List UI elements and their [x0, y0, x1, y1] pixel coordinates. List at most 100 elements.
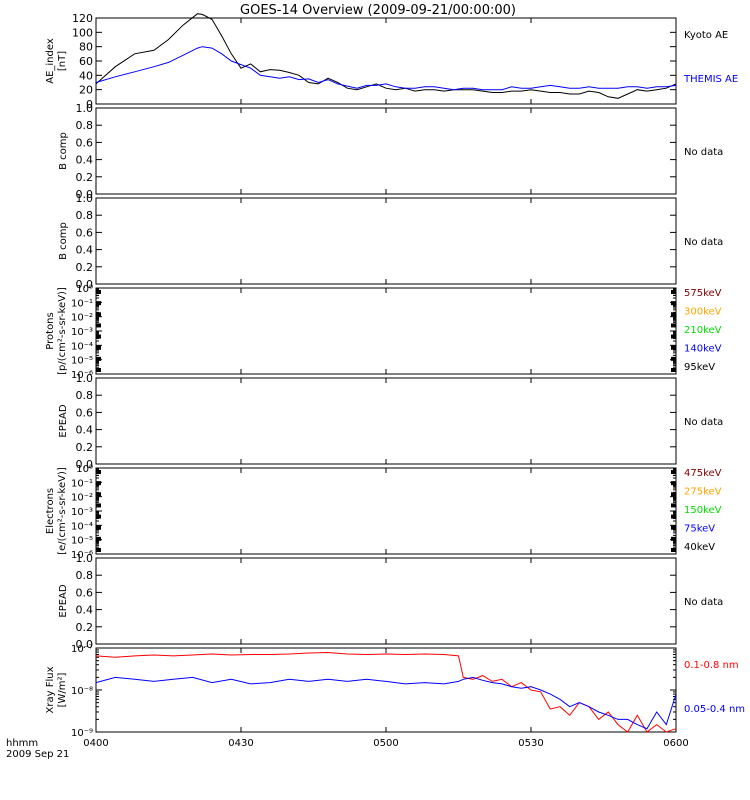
edge-marker	[671, 514, 676, 519]
edge-marker	[671, 356, 676, 361]
edge-marker	[671, 525, 676, 530]
y-tick-label: 0	[86, 98, 93, 111]
y-tick-label: 0.2	[76, 171, 94, 184]
edge-marker	[671, 548, 676, 552]
y-tick-label: 1.0	[76, 192, 94, 205]
y-tick-label: 10⁻¹	[71, 478, 93, 489]
edge-marker	[671, 334, 676, 339]
edge-marker	[96, 492, 101, 497]
edge-marker	[96, 548, 101, 552]
x-axis: 0400 0430 0500 0530 0600	[83, 738, 688, 749]
edge-marker	[671, 345, 676, 350]
y-tick-label: 20	[79, 84, 93, 97]
y-axis-label: EPEAD	[58, 404, 69, 438]
panel-4: 10⁻⁶ 10⁻⁵ 10⁻⁴ 10⁻³ 10⁻² 10⁻¹ 10⁰ Protons [p/(cm…	[45, 284, 722, 381]
edge-marker	[96, 334, 101, 339]
legend-entry: 275keV	[684, 487, 722, 498]
y-tick-label: 10⁻⁴	[71, 521, 93, 532]
y-tick-label: 0.8	[76, 209, 94, 222]
legend-entry: Kyoto AE	[684, 30, 728, 41]
panel-frame	[95, 557, 677, 645]
legend-entry: THEMIS AE	[683, 74, 738, 85]
legend-entry: 210keV	[684, 325, 722, 336]
y-tick-label: 10⁻⁵	[71, 536, 93, 547]
edge-marker	[96, 536, 101, 541]
panel-5: 0.0 0.2 0.4 0.6 0.8 1.0 EPEAD No data	[58, 372, 723, 471]
y-tick-label: 10⁻²	[71, 313, 93, 324]
edge-marker	[96, 470, 101, 474]
panel-frame	[95, 107, 677, 195]
y-tick-label: 0.4	[76, 604, 94, 617]
x-tick-label: 0500	[373, 738, 398, 749]
y-tick-label: 120	[72, 12, 93, 25]
y-axis-unit: [W/m²]	[57, 672, 68, 707]
edge-marker	[671, 470, 676, 474]
series-line-themis-ae	[95, 46, 677, 91]
panel-frame	[95, 287, 677, 375]
y-tick-label: 0.4	[76, 244, 94, 257]
legend-entry: 140keV	[684, 344, 722, 355]
legend-entry: 40keV	[684, 542, 715, 553]
edge-marker	[96, 290, 101, 294]
y-tick-label: 10⁰	[76, 284, 93, 295]
y-tick-label: 0.4	[76, 424, 94, 437]
panel-frame	[95, 377, 677, 465]
edge-marker	[96, 525, 101, 530]
y-tick-label: 0.2	[76, 621, 94, 634]
panel-7: 0.0 0.2 0.4 0.6 0.8 1.0 EPEAD No data	[58, 552, 723, 651]
y-axis-label: EPEAD	[58, 584, 69, 618]
y-tick-label: 1.0	[76, 102, 94, 115]
no-data-note: No data	[684, 597, 723, 608]
edge-marker	[96, 323, 101, 328]
no-data-note: No data	[684, 237, 723, 248]
y-tick-label: 10⁻⁸	[71, 686, 93, 697]
legend-entry: 0.1-0.8 nm	[684, 660, 739, 671]
edge-marker	[671, 290, 676, 294]
series-group	[95, 651, 677, 733]
y-tick-label: 10⁻⁶	[71, 550, 93, 561]
x-axis-time-label: hhmm	[6, 738, 38, 749]
y-tick-label: 40	[79, 69, 93, 82]
y-tick-label: 10⁻¹	[71, 298, 93, 309]
y-tick-label: 10⁻⁶	[71, 370, 93, 381]
edge-marker	[96, 312, 101, 317]
y-tick-label: 0.2	[76, 441, 94, 454]
y-tick-label: 0.6	[76, 226, 94, 239]
figure-title: GOES-14 Overview (2009-09-21/00:00:00)	[240, 3, 516, 18]
y-tick-label: 80	[79, 41, 93, 54]
edge-marker	[96, 301, 101, 306]
y-tick-label: 0.0	[76, 458, 94, 471]
edge-marker	[671, 312, 676, 317]
legend-entry: 95keV	[684, 362, 715, 373]
y-tick-label: 10⁻⁴	[71, 341, 93, 352]
edge-marker	[96, 368, 101, 372]
y-tick-label: 0.0	[76, 278, 94, 291]
edge-marker	[671, 503, 676, 508]
legend-entry: 0.05-0.4 nm	[684, 704, 745, 715]
y-tick-label: 0.4	[76, 154, 94, 167]
legend-entry: 75keV	[684, 524, 715, 535]
edge-marker	[671, 481, 676, 486]
legend-entry: 300keV	[684, 307, 722, 318]
no-data-note: No data	[684, 147, 723, 158]
y-tick-label: 10⁻⁹	[71, 728, 93, 739]
legend-entry: 475keV	[684, 468, 722, 479]
series-group	[95, 13, 677, 99]
y-axis-label: Protons	[45, 312, 56, 349]
no-data-note: No data	[684, 417, 723, 428]
y-tick-label: 0.8	[76, 119, 94, 132]
legend-entry: 150keV	[684, 505, 722, 516]
panel-2: 0.0 0.2 0.4 0.6 0.8 1.0 B comp No data	[58, 102, 723, 201]
y-tick-label: 0.0	[76, 188, 94, 201]
x-tick-label: 0600	[663, 738, 688, 749]
y-tick-label: 10⁰	[76, 464, 93, 475]
y-tick-label: 0.6	[76, 586, 94, 599]
y-axis-label: B comp	[58, 132, 69, 170]
edge-marker	[96, 345, 101, 350]
y-tick-label: 10⁻²	[71, 493, 93, 504]
edge-marker	[671, 492, 676, 497]
y-tick-label: 10⁻³	[71, 507, 93, 518]
panel-6: 10⁻⁶ 10⁻⁵ 10⁻⁴ 10⁻³ 10⁻² 10⁻¹ 10⁰ Electrons [e/(…	[45, 464, 722, 561]
y-tick-label: 1.0	[76, 552, 94, 565]
